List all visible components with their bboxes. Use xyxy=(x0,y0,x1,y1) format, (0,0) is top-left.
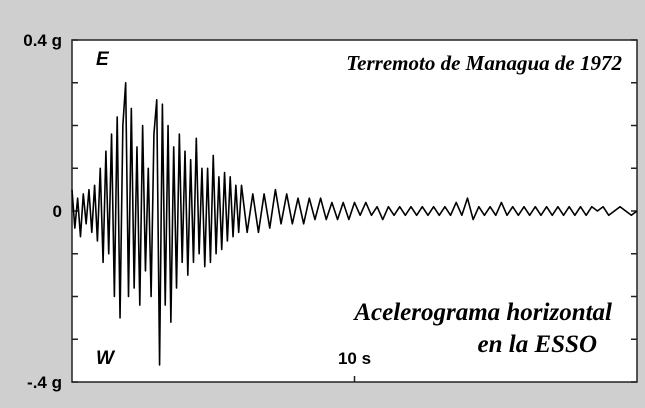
x-tick-label: 10 s xyxy=(338,349,371,368)
annotation: E xyxy=(96,49,110,70)
annotation: en la ESSO xyxy=(478,331,597,358)
y-tick-label: 0 xyxy=(53,202,62,221)
waveform xyxy=(71,81,638,366)
y-tick-label: -.4 g xyxy=(27,373,62,392)
chart-title: Terremoto de Managua de 1972 xyxy=(346,51,622,75)
annotation: Acelerograma horizontal xyxy=(352,299,612,326)
y-tick-label: 0.4 g xyxy=(23,31,62,50)
annotation: W xyxy=(96,348,116,369)
